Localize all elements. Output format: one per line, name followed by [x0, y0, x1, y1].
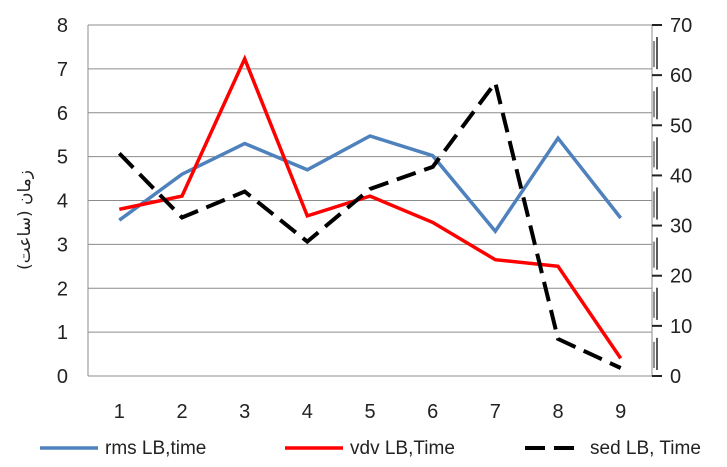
y-tick-label: 8 [57, 15, 68, 37]
x-tick-label: 1 [114, 401, 125, 423]
secondary-y-axis: 0 10 20 30 40 50 60 70 [652, 15, 692, 388]
y-tick-label: 1 [57, 322, 68, 344]
series-line-3 [117, 78, 622, 370]
y2-tick-label: 10 [670, 316, 692, 338]
y-tick-label: 2 [57, 278, 68, 300]
x-tick-label: 7 [490, 401, 501, 423]
y2-tick-label: 60 [670, 65, 692, 87]
series-lines [117, 54, 623, 370]
x-tick-label: 8 [552, 401, 563, 423]
series-line-2 [118, 54, 623, 360]
y-axis-label: زمان (ساعت) [15, 170, 35, 270]
y-axis-ticks: 0 1 2 3 4 5 6 7 8 [57, 15, 68, 388]
plot-frame [87, 25, 653, 376]
y-tick-label: 7 [57, 59, 68, 81]
legend-label: vdv LB,Time [350, 438, 455, 459]
legend: rms LB,time vdv LB,Time sed LB, Time [40, 438, 701, 459]
y2-tick-label: 0 [670, 366, 681, 388]
y2-tick-label: 70 [670, 15, 692, 37]
gridlines [88, 24, 652, 377]
x-tick-label: 4 [302, 401, 313, 423]
y-tick-label: 0 [57, 366, 68, 388]
x-tick-label: 6 [427, 401, 438, 423]
y-tick-label: 4 [57, 191, 68, 213]
y-tick-label: 3 [57, 234, 68, 256]
x-tick-label: 2 [176, 401, 187, 423]
y2-tick-label: 40 [670, 165, 692, 187]
x-axis-ticks: 1 2 3 4 5 6 7 8 9 [114, 401, 626, 423]
y2-tick-label: 20 [670, 266, 692, 288]
series-line-1 [118, 134, 623, 235]
x-tick-label: 9 [615, 401, 626, 423]
y-tick-label: 6 [57, 103, 68, 125]
x-tick-label: 3 [239, 401, 250, 423]
legend-label: sed LB, Time [590, 438, 701, 459]
legend-label: rms LB,time [105, 438, 206, 459]
x-tick-label: 5 [364, 401, 375, 423]
y-tick-label: 5 [57, 147, 68, 169]
y2-tick-label: 50 [670, 115, 692, 137]
y2-tick-label: 30 [670, 216, 692, 238]
